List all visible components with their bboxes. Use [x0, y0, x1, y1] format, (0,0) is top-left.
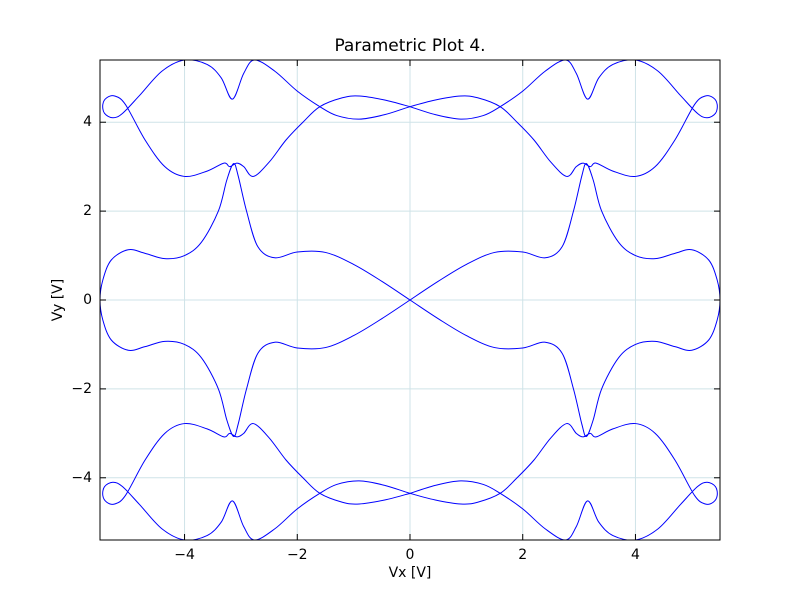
ticks: −4 −2 0 2 4 −4 −2 0 2 4 — [71, 60, 720, 563]
plot-area — [100, 60, 720, 540]
y-axis-label: Vy [V] — [50, 279, 66, 321]
x-axis-label: Vx [V] — [389, 565, 432, 581]
chart-title: Parametric Plot 4. — [334, 36, 485, 56]
y-tick-label: −2 — [71, 381, 92, 397]
x-tick-label: 4 — [631, 547, 640, 563]
x-tick-label: 2 — [518, 547, 527, 563]
y-tick-label: 2 — [83, 203, 92, 219]
x-tick-label: −2 — [287, 547, 308, 563]
x-tick-label: 0 — [406, 547, 415, 563]
x-tick-label: −4 — [174, 547, 195, 563]
data-line — [100, 60, 720, 540]
y-tick-label: 4 — [83, 114, 92, 130]
y-tick-label: −4 — [71, 470, 92, 486]
y-tick-label: 0 — [83, 292, 92, 308]
